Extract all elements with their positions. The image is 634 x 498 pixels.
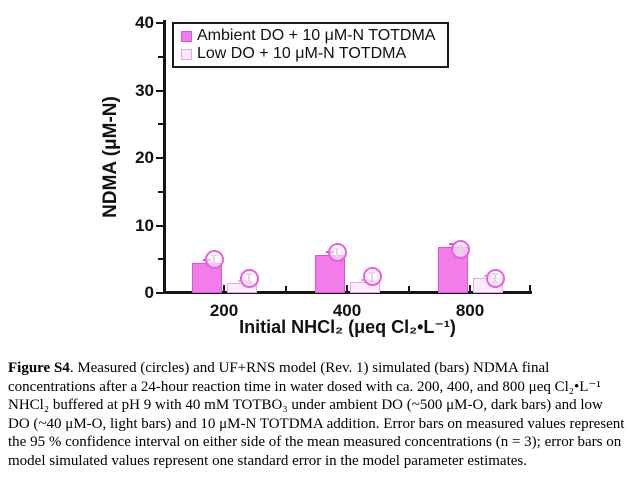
y-major-tick (156, 224, 163, 227)
bar-ambient-do-200 (192, 263, 222, 293)
x-minor-tick (284, 286, 287, 292)
legend-item-ambient-do: Ambient DO + 10 μM-N TOTDMA (181, 27, 435, 45)
measured-circle-low-do-400 (362, 267, 382, 287)
x-end-tick (529, 285, 531, 292)
measured-circle-low-do-200 (239, 268, 259, 288)
measured-circle-low-do-800 (485, 268, 505, 288)
y-tick-label: 10 (135, 215, 154, 235)
y-axis-line (163, 20, 166, 294)
plot-area: 0 10 20 30 40 200 400 800 (135, 13, 532, 320)
figure-label: Figure S4 (8, 360, 70, 376)
x-major-tick (469, 285, 471, 292)
legend-label-low-do: Low DO + 10 μM-N TOTDMA (197, 45, 407, 62)
y-tick-label: 0 (144, 283, 154, 302)
y-minor-tick (158, 55, 163, 58)
y-minor-tick (158, 123, 163, 126)
legend-swatch-ambient-do (181, 30, 192, 42)
x-major-tick (346, 285, 348, 292)
y-minor-tick (158, 258, 163, 261)
y-major-tick (156, 157, 163, 159)
x-tick-label: 200 (209, 301, 239, 320)
y-major-tick (156, 292, 163, 294)
y-major-tick (156, 89, 163, 92)
x-major-tick (223, 285, 225, 292)
figure-caption: Figure S4. Measured (circles) and UF+RNS… (8, 359, 626, 471)
x-minor-tick (407, 286, 410, 292)
measured-circle-ambient-do-800 (450, 240, 470, 260)
legend-item-low-do: Low DO + 10 μM-N TOTDMA (181, 45, 435, 63)
y-tick-label: 30 (135, 80, 154, 100)
legend-label-ambient-do: Ambient DO + 10 μM-N TOTDMA (197, 27, 436, 44)
y-tick-label: 40 (135, 13, 154, 32)
legend-swatch-low-do (181, 48, 192, 60)
x-axis-line (163, 291, 532, 294)
legend: Ambient DO + 10 μM-N TOTDMA Low DO + 10 μ… (172, 22, 450, 68)
measured-circle-ambient-do-400 (327, 243, 347, 262)
measured-circle-ambient-do-200 (204, 249, 224, 269)
y-tick-label: 20 (135, 148, 154, 167)
y-major-tick (156, 22, 163, 24)
x-tick-label: 800 (455, 301, 485, 320)
ndma-bar-chart: NDMA (μM-N) 0 10 20 30 40 200 400 800 Initial N… (100, 13, 532, 337)
x-tick-label: 400 (332, 301, 362, 320)
y-minor-tick (158, 190, 163, 193)
x-axis-title: Initial NHCl₂ (μeq Cl₂•L⁻¹) (239, 317, 456, 337)
caption-text: . Measured (circles) and UF+RNS model (R… (8, 360, 625, 469)
